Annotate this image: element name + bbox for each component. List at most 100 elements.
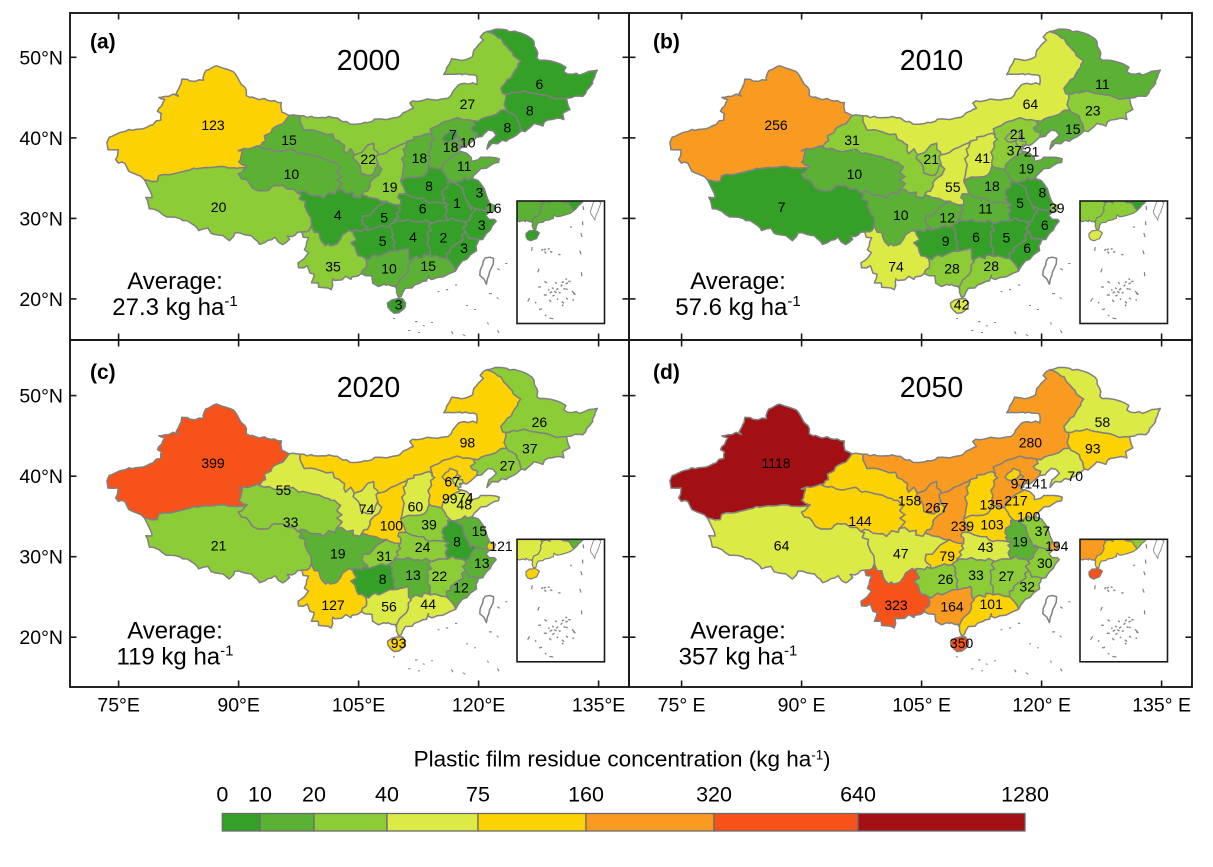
svg-text:75° E: 75° E — [658, 695, 706, 717]
svg-text:30: 30 — [1037, 555, 1053, 571]
svg-text:6: 6 — [419, 201, 427, 217]
svg-text:(d): (d) — [653, 361, 680, 384]
svg-text:50°N: 50°N — [19, 386, 63, 408]
svg-text:24: 24 — [415, 539, 431, 555]
svg-text:101: 101 — [980, 596, 1004, 612]
svg-text:64: 64 — [774, 537, 790, 553]
svg-text:33: 33 — [283, 514, 299, 530]
svg-text:74: 74 — [888, 259, 904, 275]
svg-text:22: 22 — [432, 568, 448, 584]
svg-text:90° E: 90° E — [778, 695, 826, 717]
svg-text:164: 164 — [940, 599, 964, 615]
svg-text:320: 320 — [696, 783, 732, 807]
svg-text:3: 3 — [460, 240, 468, 256]
svg-text:3: 3 — [478, 217, 486, 233]
svg-text:8: 8 — [504, 119, 512, 135]
svg-text:44: 44 — [420, 596, 436, 612]
svg-text:15: 15 — [420, 258, 436, 274]
svg-text:6: 6 — [1023, 240, 1031, 256]
svg-text:30°N: 30°N — [19, 547, 63, 569]
svg-text:60: 60 — [408, 499, 424, 515]
svg-text:27: 27 — [460, 96, 476, 112]
svg-text:119 kg ha-1: 119 kg ha-1 — [117, 642, 234, 670]
svg-text:194: 194 — [1045, 538, 1069, 554]
svg-text:75°E: 75°E — [97, 695, 140, 717]
svg-text:Average:: Average: — [690, 617, 786, 644]
svg-text:39: 39 — [421, 516, 437, 532]
svg-text:3: 3 — [476, 185, 484, 201]
svg-text:105° E: 105° E — [892, 695, 951, 717]
svg-text:11: 11 — [1095, 76, 1110, 92]
svg-text:6: 6 — [972, 229, 980, 245]
svg-text:0: 0 — [216, 783, 228, 807]
svg-text:58: 58 — [1095, 414, 1111, 430]
svg-text:Average:: Average: — [127, 617, 223, 644]
svg-text:120° E: 120° E — [1012, 695, 1071, 717]
svg-text:2010: 2010 — [900, 45, 963, 77]
svg-text:20°N: 20°N — [19, 289, 63, 311]
svg-text:3: 3 — [395, 297, 403, 313]
svg-text:90°E: 90°E — [217, 695, 260, 717]
svg-text:239: 239 — [951, 518, 975, 534]
svg-text:20: 20 — [302, 783, 326, 807]
svg-text:32: 32 — [1019, 579, 1035, 595]
svg-text:2020: 2020 — [337, 372, 400, 404]
svg-text:256: 256 — [764, 117, 788, 133]
svg-text:22: 22 — [360, 151, 376, 167]
svg-text:26: 26 — [938, 571, 954, 587]
svg-text:70: 70 — [1067, 468, 1083, 484]
svg-text:135° E: 135° E — [1132, 695, 1191, 717]
svg-text:55: 55 — [276, 482, 292, 498]
svg-text:40°N: 40°N — [19, 128, 63, 150]
svg-text:105°E: 105°E — [332, 695, 385, 717]
svg-text:8: 8 — [425, 178, 433, 194]
svg-text:(c): (c) — [90, 361, 116, 384]
svg-text:121: 121 — [489, 538, 513, 554]
svg-text:Plastic film residue concentra: Plastic film residue concentration (kg h… — [414, 747, 831, 772]
svg-text:79: 79 — [939, 548, 955, 564]
svg-text:8: 8 — [379, 571, 387, 587]
svg-text:357 kg ha-1: 357 kg ha-1 — [679, 642, 798, 670]
svg-text:19: 19 — [1012, 533, 1028, 549]
svg-text:13: 13 — [474, 555, 490, 571]
svg-text:2: 2 — [440, 230, 448, 246]
svg-text:7: 7 — [778, 199, 786, 215]
svg-text:18: 18 — [984, 178, 1000, 194]
svg-text:27: 27 — [999, 568, 1015, 584]
svg-text:15: 15 — [281, 132, 297, 148]
svg-text:56: 56 — [381, 599, 397, 615]
svg-text:50°N: 50°N — [19, 47, 63, 69]
svg-text:(a): (a) — [90, 30, 116, 53]
svg-text:10: 10 — [847, 166, 863, 182]
svg-text:323: 323 — [884, 597, 908, 613]
svg-text:55: 55 — [945, 179, 961, 195]
svg-text:93: 93 — [391, 635, 407, 651]
svg-text:127: 127 — [321, 597, 345, 613]
svg-text:10: 10 — [381, 260, 397, 276]
svg-text:135°E: 135°E — [572, 695, 625, 717]
svg-text:12: 12 — [453, 579, 469, 595]
svg-text:4: 4 — [334, 207, 342, 223]
svg-text:7: 7 — [449, 127, 457, 143]
svg-text:1: 1 — [453, 195, 461, 211]
svg-text:100: 100 — [380, 517, 404, 533]
svg-text:42: 42 — [954, 297, 970, 313]
svg-text:18: 18 — [443, 139, 459, 155]
svg-text:10: 10 — [284, 166, 300, 182]
svg-text:Average:: Average: — [690, 268, 786, 295]
svg-text:1118: 1118 — [761, 455, 790, 471]
svg-text:10: 10 — [893, 207, 909, 223]
svg-text:21: 21 — [1010, 126, 1026, 142]
svg-text:15: 15 — [1065, 121, 1081, 137]
svg-text:21: 21 — [211, 537, 227, 553]
svg-text:15: 15 — [472, 523, 488, 539]
svg-text:74: 74 — [458, 490, 474, 506]
svg-text:30°N: 30°N — [19, 208, 63, 230]
svg-text:18: 18 — [412, 150, 428, 166]
svg-text:37: 37 — [1035, 523, 1051, 539]
svg-text:141: 141 — [1024, 475, 1048, 491]
svg-text:28: 28 — [983, 258, 999, 274]
svg-text:8: 8 — [1039, 185, 1047, 201]
svg-text:28: 28 — [944, 260, 960, 276]
svg-text:123: 123 — [201, 117, 225, 133]
